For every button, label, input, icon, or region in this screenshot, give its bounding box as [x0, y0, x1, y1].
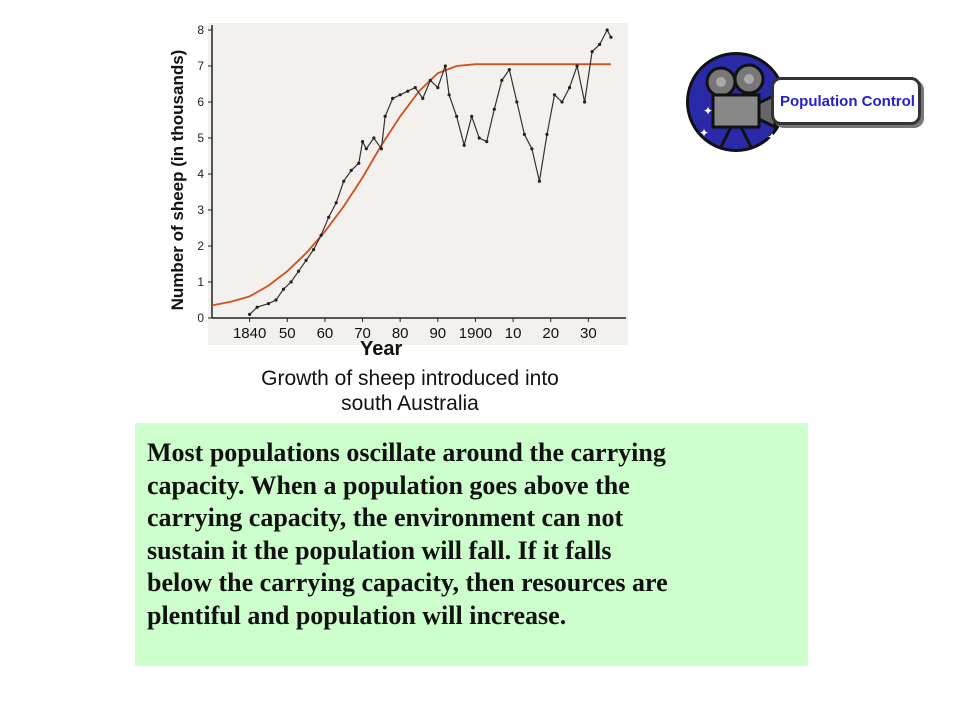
- data-point: [500, 78, 504, 82]
- data-point: [462, 143, 466, 147]
- data-point: [255, 305, 259, 309]
- y-tick-label: 1: [197, 275, 204, 289]
- text-line-5: below the carrying capacity, then resour…: [147, 568, 668, 597]
- explanation-textbox: Most populations oscillate around the ca…: [135, 423, 808, 666]
- data-point: [274, 298, 278, 302]
- y-tick-label: 2: [197, 239, 204, 253]
- text-line-4: sustain it the population will fall. If …: [147, 535, 612, 565]
- data-point: [296, 269, 301, 273]
- caption-line-1: Growth of sheep introduced into: [261, 367, 559, 390]
- data-point: [406, 89, 410, 93]
- caption-line-2: south Australia: [341, 392, 479, 415]
- data-point: [398, 93, 402, 97]
- plot-background: [208, 23, 628, 345]
- data-point: [383, 114, 387, 118]
- svg-text:✦: ✦: [767, 130, 777, 144]
- x-tick-label: 90: [429, 325, 446, 342]
- badge-label-box: Population Control: [771, 77, 921, 125]
- y-tick-label: 6: [197, 95, 204, 109]
- data-point: [312, 248, 316, 252]
- x-tick-label: 80: [392, 325, 409, 342]
- data-point: [567, 86, 572, 90]
- y-tick-label: 0: [197, 311, 204, 325]
- data-point: [515, 100, 519, 104]
- x-tick-label: 10: [505, 325, 522, 342]
- data-point: [327, 215, 331, 219]
- data-point: [413, 86, 417, 90]
- data-point: [560, 100, 564, 104]
- chart-caption: Growth of sheep introduced into south Au…: [200, 366, 620, 416]
- axes: 0 1 2 3 4 5 6 7 8 1840 50 60 70 80 90 1900 10 20 30: [197, 23, 626, 342]
- data-point: [379, 147, 383, 151]
- data-point: [470, 114, 474, 118]
- data-point: [342, 179, 346, 183]
- y-tick-label: 4: [197, 167, 204, 181]
- chart: 0 1 2 3 4 5 6 7 8 1840 50 60 70 80 90 1900 10 20 30: [160, 15, 640, 345]
- data-point: [447, 93, 451, 97]
- data-point: [485, 140, 489, 144]
- data-point: [421, 96, 425, 100]
- svg-text:✦: ✦: [703, 104, 713, 118]
- data-point: [334, 201, 338, 205]
- data-point: [360, 140, 365, 144]
- x-tick-label: 20: [542, 325, 559, 342]
- x-tick-label: 70: [354, 325, 371, 342]
- x-axis-label: Year: [360, 338, 403, 360]
- text-line-1: Most populations oscillate around the ca…: [147, 438, 666, 467]
- data-point: [545, 132, 549, 136]
- data-point: [507, 68, 511, 72]
- x-tick-label: 60: [317, 325, 334, 342]
- data-point: [583, 100, 587, 104]
- badge-label: Population Control: [780, 92, 915, 110]
- data-point: [436, 86, 440, 90]
- data-point: [443, 64, 447, 68]
- x-tick-label: 1900: [459, 325, 492, 342]
- data-point: [428, 78, 432, 82]
- data-point: [609, 35, 613, 39]
- text-line-3: carrying capacity, the environment can n…: [147, 503, 624, 532]
- data-point: [349, 168, 353, 172]
- data-point: [522, 132, 526, 136]
- data-point: [289, 280, 293, 284]
- y-axis-label-box: Number of sheep (in thousands): [160, 20, 196, 340]
- data-point: [372, 136, 376, 140]
- data-point: [530, 147, 534, 151]
- data-point: [590, 50, 594, 54]
- x-tick-label: 30: [580, 325, 597, 342]
- y-tick-label: 3: [197, 203, 204, 217]
- data-point: [455, 114, 459, 118]
- data-point: [575, 64, 579, 68]
- data-point: [537, 179, 542, 183]
- data-point: [552, 93, 557, 97]
- y-tick-label: 8: [197, 23, 204, 37]
- data-point: [248, 312, 252, 316]
- series-layer: [211, 28, 613, 316]
- data-point: [598, 42, 602, 46]
- y-axis-label: Number of sheep (in thousands): [168, 49, 187, 311]
- data-point: [357, 161, 361, 165]
- svg-text:✦: ✦: [699, 126, 709, 140]
- data-point: [304, 258, 308, 262]
- x-tick-label: 1840: [233, 325, 266, 342]
- x-tick-label: 50: [279, 325, 296, 342]
- data-point: [391, 96, 395, 100]
- text-line-6: plentiful and population will increase.: [147, 600, 567, 630]
- y-tick-label: 7: [197, 59, 204, 73]
- data-point: [605, 28, 609, 32]
- data-point: [281, 287, 286, 291]
- data-point: [364, 147, 368, 151]
- chart-svg: 0 1 2 3 4 5 6 7 8 1840 50 60 70 80 90 1900 10 20 30: [197, 23, 628, 345]
- text-line-2: capacity. When a population goes above t…: [147, 470, 630, 500]
- y-tick-label: 5: [197, 131, 204, 145]
- data-point: [477, 136, 481, 140]
- population-control-button[interactable]: ✦ ✦ ✦ Population Control: [686, 52, 926, 162]
- data-point: [319, 233, 323, 237]
- data-point: [492, 107, 496, 111]
- data-point: [266, 302, 271, 306]
